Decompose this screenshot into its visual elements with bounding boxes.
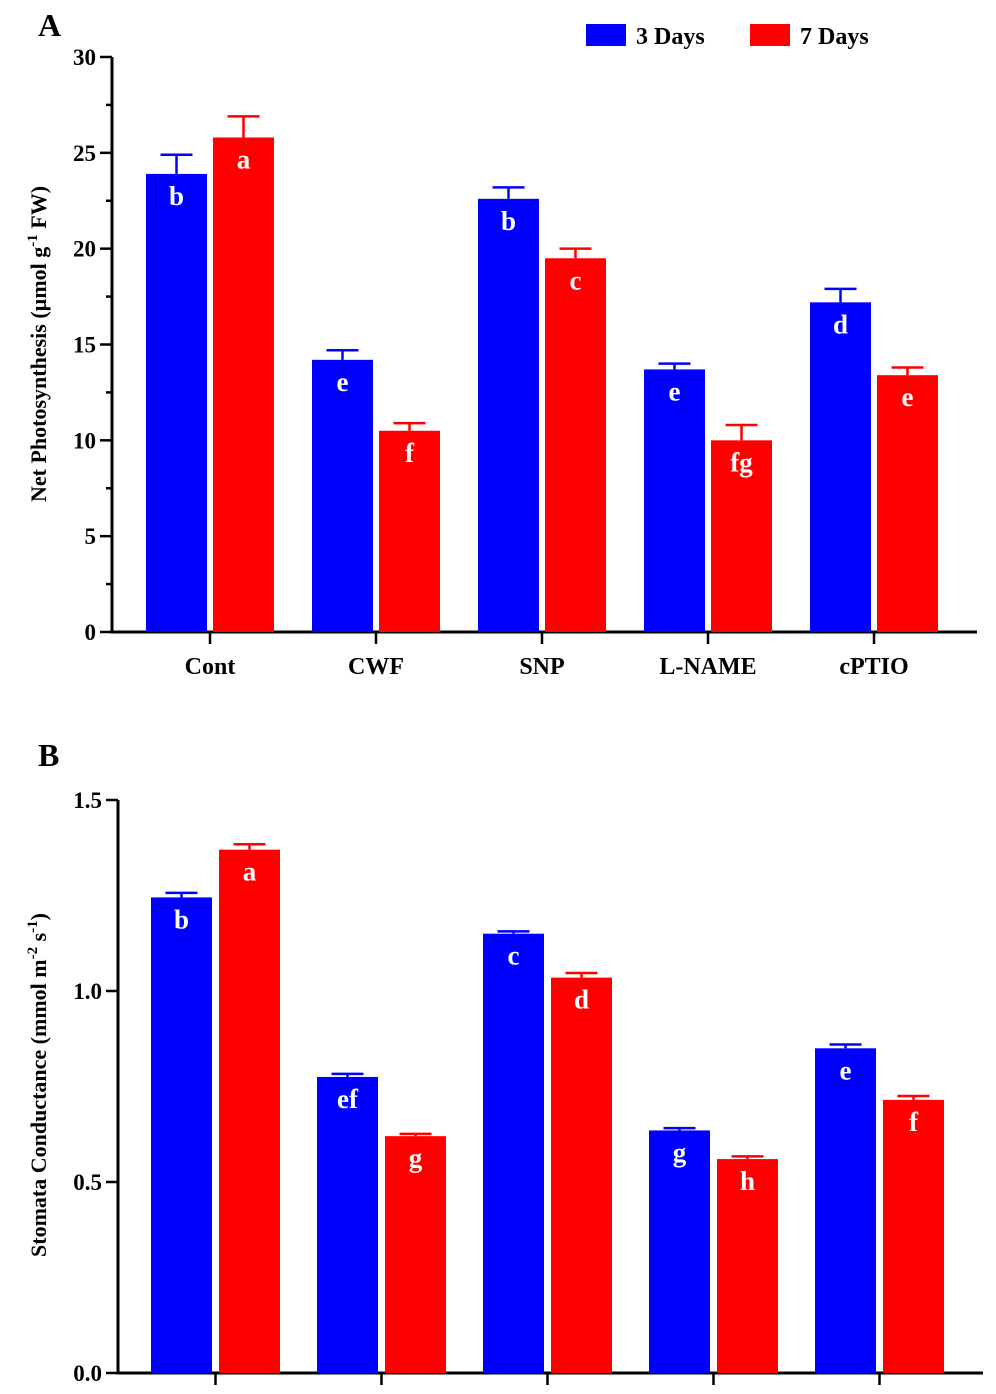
panel-b-y-tick-label: 0.0 bbox=[73, 1361, 102, 1386]
panel-b-bar-3-days bbox=[649, 1130, 710, 1373]
panel-b-significance-label: ef bbox=[337, 1084, 359, 1114]
panel-b-bar-3-days bbox=[815, 1048, 876, 1373]
panel-b-significance-label: c bbox=[508, 941, 520, 971]
panel-b-bar-7-days bbox=[385, 1136, 446, 1373]
panel-a-x-tick-label: SNP bbox=[519, 654, 564, 680]
panel-b-y-axis-label-sup2: -1 bbox=[25, 920, 41, 933]
panel-a-y-axis-label: Net Photosynthesis (µmol g-1 FW) bbox=[25, 186, 51, 502]
panel-a-significance-label: f bbox=[405, 438, 415, 468]
panel-b-significance-label: h bbox=[740, 1166, 755, 1196]
panel-a-x-tick-label: L-NAME bbox=[659, 654, 756, 680]
panel-b-label: B bbox=[38, 737, 59, 773]
panel-b-y-tick-label: 1.5 bbox=[73, 788, 102, 813]
panel-a-significance-label: a bbox=[237, 145, 251, 175]
panel-a-y-tick-label: 5 bbox=[85, 524, 97, 549]
panel-b-bar-3-days bbox=[483, 933, 544, 1373]
panel-b-significance-label: d bbox=[574, 985, 589, 1015]
legend-label-7-days: 7 Days bbox=[800, 24, 869, 50]
panel-a-significance-label: d bbox=[833, 309, 848, 339]
panel-b-bar-7-days bbox=[551, 977, 612, 1373]
panel-a-significance-label: e bbox=[902, 382, 914, 412]
panel-a-bar-l-name-7-days bbox=[711, 440, 772, 632]
panel-a-bar-snp-7-days bbox=[545, 258, 606, 632]
panel-b-significance-label: e bbox=[840, 1055, 852, 1085]
panel-b-y-tick-label: 1.0 bbox=[73, 979, 102, 1004]
panel-a-x-tick-label: CWF bbox=[348, 654, 404, 680]
panel-a-significance-label: b bbox=[501, 206, 516, 236]
panel-b-bar-7-days bbox=[219, 849, 280, 1373]
panel-a-significance-label: e bbox=[337, 367, 349, 397]
legend-swatch-7-days bbox=[750, 24, 790, 46]
panel-a-bar-cptio-7-days bbox=[877, 375, 938, 632]
panel-a-y-tick-label: 30 bbox=[73, 45, 96, 70]
panel-a-significance-label: e bbox=[669, 376, 681, 406]
panel-a-bar-cwf-7-days bbox=[379, 430, 440, 632]
panel-b-bar-3-days bbox=[317, 1076, 378, 1373]
panel-b-significance-label: a bbox=[243, 857, 257, 887]
panel-a-bar-cptio-3-days bbox=[810, 302, 871, 632]
panel-a-bar-snp-3-days bbox=[478, 198, 539, 633]
panel-a-bar-cont-7-days bbox=[213, 137, 274, 632]
panel-b-bar-7-days bbox=[883, 1099, 944, 1373]
legend-swatch-3-days bbox=[586, 24, 626, 46]
panel-b-y-axis-label: Stomata Conductance (mmol m-2 s-1) bbox=[25, 913, 51, 1257]
panel-b-significance-label: g bbox=[673, 1137, 687, 1167]
panel-b-significance-label: f bbox=[909, 1107, 919, 1137]
panel-a-bar-cont-3-days bbox=[146, 173, 207, 632]
panel-b-y-axis-label-main: Stomata Conductance (mmol m bbox=[26, 959, 51, 1257]
panel-b-y-axis-label-sup: -2 bbox=[25, 947, 41, 960]
panel-a-y-tick-label: 25 bbox=[73, 141, 96, 166]
legend: 3 Days 7 Days bbox=[586, 24, 869, 50]
panel-a-y-tick-label: 0 bbox=[85, 620, 97, 645]
panel-a-y-axis-label-main: Net Photosynthesis (µmol g bbox=[26, 247, 51, 502]
panel-b-y-tick-label: 0.5 bbox=[73, 1170, 102, 1195]
panel-a-bar-l-name-3-days bbox=[644, 369, 705, 632]
panel-a-y-tick-label: 15 bbox=[73, 333, 96, 358]
panel-a-significance-label: c bbox=[570, 265, 582, 295]
panel-a-significance-label: b bbox=[169, 181, 184, 211]
panel-a-y-axis-label-end: FW) bbox=[26, 186, 51, 234]
panel-a-y-axis-label-sup: -1 bbox=[25, 234, 41, 247]
panel-b-significance-label: g bbox=[409, 1143, 423, 1173]
panel-b-bar-3-days bbox=[151, 897, 212, 1373]
panel-b-stomata-conductance-chart: B Stomata Conductance (mmol m-2 s-1) 0.0… bbox=[25, 737, 983, 1386]
panel-b-significance-label: b bbox=[174, 904, 189, 934]
panel-b-y-axis-label-end: ) bbox=[26, 913, 51, 920]
panel-a-y-tick-label: 20 bbox=[73, 237, 96, 262]
panel-b-bar-7-days bbox=[717, 1159, 778, 1373]
legend-label-3-days: 3 Days bbox=[636, 24, 705, 50]
panel-a-x-tick-label: Cont bbox=[185, 654, 236, 680]
panel-a-net-photosynthesis-chart: A Net Photosynthesis (µmol g-1 FW) 0 5 10 1… bbox=[25, 7, 977, 680]
panel-a-x-tick-label: cPTIO bbox=[839, 654, 908, 680]
panel-b-y-axis-label-mid: s bbox=[26, 932, 51, 947]
panel-a-y-tick-label: 10 bbox=[73, 428, 96, 453]
panel-a-label: A bbox=[38, 7, 61, 43]
panel-a-significance-label: fg bbox=[730, 447, 753, 477]
panel-a-bar-cwf-3-days bbox=[312, 359, 373, 632]
